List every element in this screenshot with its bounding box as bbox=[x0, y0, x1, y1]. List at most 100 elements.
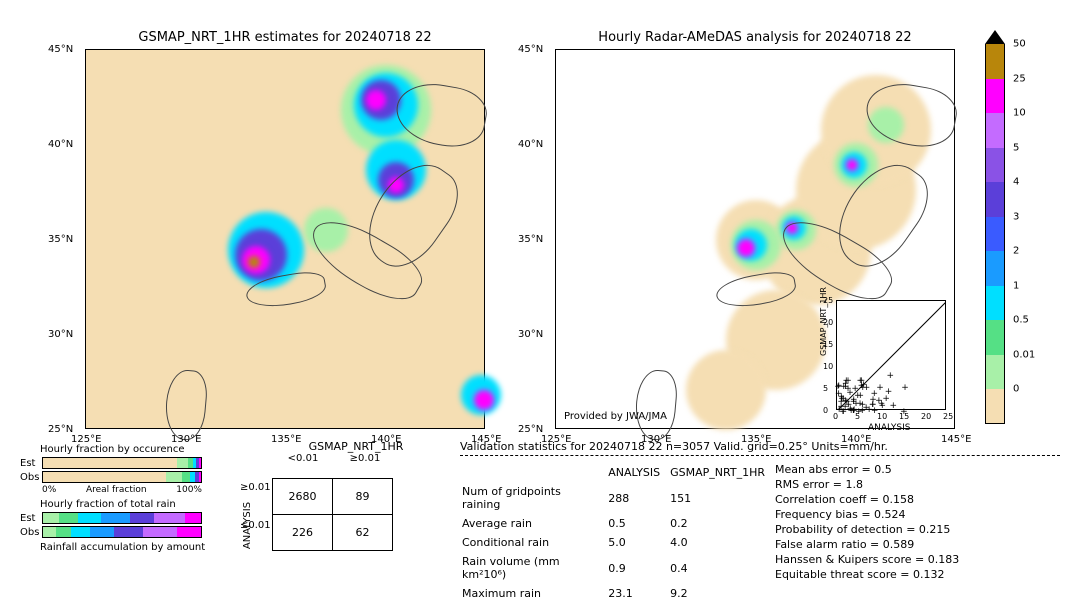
inset-xtick: 25 bbox=[943, 412, 953, 421]
left-map-panel: GSMAP_NRT_1HR estimates for 20240718 221… bbox=[85, 30, 485, 429]
bar-row: Est bbox=[20, 457, 220, 469]
scatter-point: + bbox=[844, 376, 852, 386]
colorbar-tick: 25 bbox=[1013, 73, 1026, 84]
y-tick: 30°N bbox=[48, 329, 73, 340]
bar-rect bbox=[42, 526, 202, 538]
y-tick: 30°N bbox=[518, 329, 543, 340]
bar-label: Obs bbox=[20, 472, 42, 483]
mini-title: Hourly fraction by occurence bbox=[40, 444, 220, 455]
scatter-point: + bbox=[887, 371, 895, 381]
stats-cell: 151 bbox=[670, 483, 773, 513]
y-tick: 35°N bbox=[518, 234, 543, 245]
scatter-inset: ++++++++++++++++++++++++++++++++++++++++… bbox=[836, 300, 946, 410]
y-tick: 40°N bbox=[518, 139, 543, 150]
y-tick: 25°N bbox=[48, 424, 73, 435]
cont-cell: 2680 bbox=[273, 479, 333, 515]
precip-blob bbox=[737, 239, 755, 257]
inset-ytick: 10 bbox=[823, 362, 833, 371]
precip-blob bbox=[248, 256, 260, 268]
scatter-point: + bbox=[834, 382, 842, 392]
map-frame: 125°E130°E135°E140°E145°E25°N30°N35°N40°… bbox=[555, 49, 955, 429]
bar-row: Obs bbox=[20, 526, 220, 538]
inset-ytick: 20 bbox=[823, 318, 833, 327]
mini-title: Hourly fraction of total rain bbox=[40, 499, 220, 510]
stats-cell: 9.2 bbox=[670, 585, 773, 602]
contingency-table: 26808922662 bbox=[272, 478, 393, 551]
cont-ylabel: ANALYSIS bbox=[242, 502, 253, 549]
coastline bbox=[163, 368, 209, 441]
scatter-point: + bbox=[859, 400, 867, 410]
bar-rect bbox=[42, 471, 202, 483]
precip-blob bbox=[366, 90, 386, 110]
stats-row-label: Maximum rain bbox=[462, 585, 606, 602]
bar-row: Est bbox=[20, 512, 220, 524]
stats-title: Validation statistics for 20240718 22 n=… bbox=[460, 440, 1060, 453]
map-title: GSMAP_NRT_1HR estimates for 20240718 22 bbox=[85, 30, 485, 45]
stats-col-header: ANALYSIS bbox=[608, 464, 668, 481]
stats-metric: Mean abs error = 0.5 bbox=[775, 462, 1060, 477]
bar-label: Est bbox=[20, 513, 42, 524]
bar-label: Est bbox=[20, 458, 42, 469]
stats-cell: 0.5 bbox=[608, 515, 668, 532]
bar-row: Obs bbox=[20, 471, 220, 483]
cont-col-header: <0.01 bbox=[272, 453, 334, 464]
inset-ytick: 25 bbox=[823, 296, 833, 305]
colorbar-tick: 0.5 bbox=[1013, 315, 1029, 326]
scatter-point: + bbox=[843, 397, 851, 407]
stats-block: Validation statistics for 20240718 22 n=… bbox=[460, 440, 1060, 604]
y-tick: 35°N bbox=[48, 234, 73, 245]
colorbar-tick: 3 bbox=[1013, 211, 1019, 222]
y-tick: 25°N bbox=[518, 424, 543, 435]
mini-charts: Hourly fraction by occurenceEstObs0%Area… bbox=[20, 440, 220, 604]
inset-xtick: 5 bbox=[855, 412, 860, 421]
colorbar-tick: 0 bbox=[1013, 384, 1019, 395]
stats-col-header: GSMAP_NRT_1HR bbox=[670, 464, 773, 481]
colorbar-seg bbox=[985, 320, 1005, 355]
stats-cell: 5.0 bbox=[608, 534, 668, 551]
colorbar-seg bbox=[985, 182, 1005, 217]
inset-xtick: 15 bbox=[899, 412, 909, 421]
stats-row-label: Num of gridpoints raining bbox=[462, 483, 606, 513]
colorbar-tick: 4 bbox=[1013, 177, 1019, 188]
colorbar-seg bbox=[985, 44, 1005, 79]
figure-root: GSMAP_NRT_1HR estimates for 20240718 22 1… bbox=[0, 0, 1080, 612]
colorbar-seg bbox=[985, 251, 1005, 286]
right-map-panel: Hourly Radar-AMeDAS analysis for 2024071… bbox=[555, 30, 955, 429]
stats-row-label: Average rain bbox=[462, 515, 606, 532]
stats-cell: 0.4 bbox=[670, 553, 773, 583]
scatter-point: + bbox=[901, 383, 909, 393]
stats-table: ANALYSISGSMAP_NRT_1HR Num of gridpoints r… bbox=[460, 462, 775, 604]
colorbar-overflow-icon bbox=[985, 30, 1005, 44]
precip-blob bbox=[474, 390, 494, 410]
inset-xlabel: ANALYSIS bbox=[868, 423, 910, 433]
y-tick: 45°N bbox=[48, 44, 73, 55]
bar-label: Obs bbox=[20, 527, 42, 538]
cont-row-header: ≥0.01 bbox=[240, 482, 271, 493]
scatter-point: + bbox=[858, 381, 866, 391]
colorbar-seg bbox=[985, 217, 1005, 252]
stats-metric: Probability of detection = 0.215 bbox=[775, 522, 1060, 537]
colorbar-tick: 1 bbox=[1013, 280, 1019, 291]
y-tick: 40°N bbox=[48, 139, 73, 150]
stats-metric: RMS error = 1.8 bbox=[775, 477, 1060, 492]
inset-ytick: 15 bbox=[823, 340, 833, 349]
colorbar-seg bbox=[985, 355, 1005, 390]
cont-cell: 89 bbox=[333, 479, 393, 515]
colorbar: 502510543210.50.010 bbox=[985, 30, 1005, 424]
cont-title: GSMAP_NRT_1HR bbox=[272, 440, 440, 453]
scatter-point: + bbox=[876, 383, 884, 393]
stats-metric: Equitable threat score = 0.132 bbox=[775, 567, 1060, 582]
inset-xtick: 20 bbox=[921, 412, 931, 421]
colorbar-seg bbox=[985, 389, 1005, 424]
colorbar-seg bbox=[985, 79, 1005, 114]
stats-metric: Correlation coeff = 0.158 bbox=[775, 492, 1060, 507]
colorbar-tick: 0.01 bbox=[1013, 349, 1035, 360]
bottom-row: Hourly fraction by occurenceEstObs0%Area… bbox=[20, 440, 1060, 604]
map-title: Hourly Radar-AMeDAS analysis for 2024071… bbox=[555, 30, 955, 45]
inset-xtick: 10 bbox=[877, 412, 887, 421]
cont-cell: 226 bbox=[273, 515, 333, 551]
mini-xaxis: 0%Areal fraction100% bbox=[42, 485, 202, 495]
stats-metric: Frequency bias = 0.524 bbox=[775, 507, 1060, 522]
cont-col-header: ≥0.01 bbox=[334, 453, 396, 464]
precip-blob bbox=[846, 159, 858, 171]
